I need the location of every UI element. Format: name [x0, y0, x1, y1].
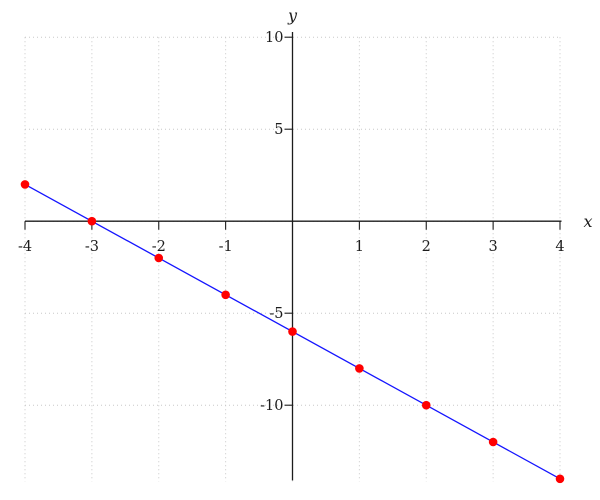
- x-tick-label: -1: [219, 239, 233, 255]
- y-tick-label: -5: [269, 306, 283, 322]
- data-point: [421, 400, 431, 410]
- data-point: [288, 327, 297, 336]
- x-axis-label: x: [583, 212, 592, 231]
- y-tick-label: 5: [274, 122, 283, 138]
- y-axis-label: y: [287, 6, 298, 25]
- data-point: [87, 216, 97, 226]
- x-tick-label: -4: [18, 239, 32, 255]
- data-point: [355, 364, 364, 373]
- y-tick-label: -10: [260, 398, 283, 414]
- x-tick-label: -2: [152, 239, 166, 255]
- data-point: [555, 474, 565, 484]
- x-tick-label: 4: [555, 239, 564, 255]
- y-tick-label: 10: [265, 30, 283, 46]
- data-point: [154, 253, 164, 263]
- series-layer: [20, 180, 565, 484]
- x-tick-label: 2: [422, 239, 431, 255]
- data-point: [20, 180, 30, 189]
- x-tick-label: -3: [85, 239, 99, 255]
- x-tick-label: 3: [489, 239, 498, 255]
- data-point: [221, 290, 230, 300]
- axes-layer: -4 -3 -2 -1 1 2 3 4 10 5 -5 -10: [18, 30, 565, 481]
- data-point: [488, 437, 498, 447]
- x-tick-label: 1: [355, 239, 364, 255]
